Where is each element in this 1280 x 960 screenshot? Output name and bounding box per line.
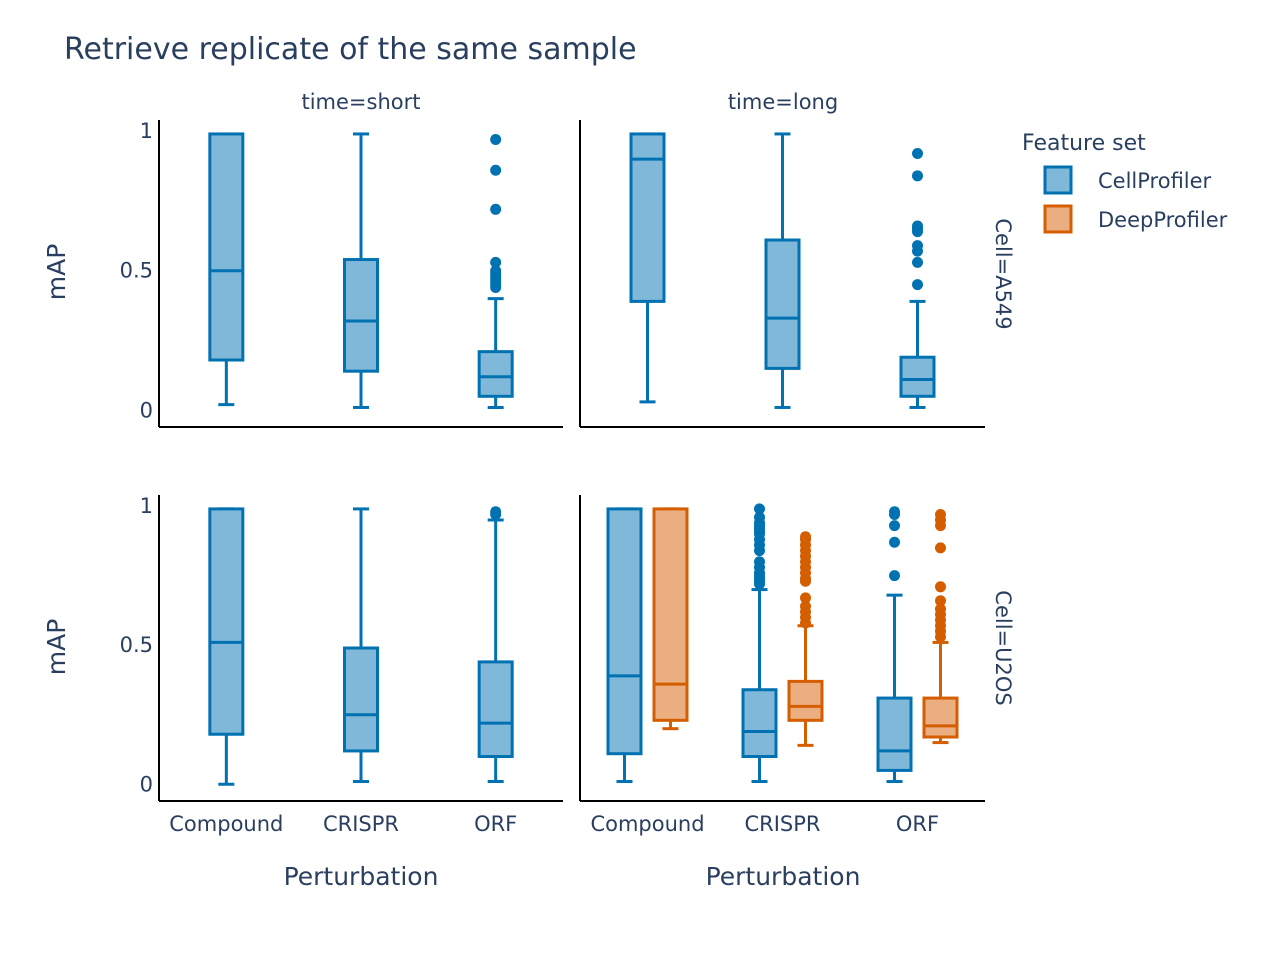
- facet-label-cell-u2os: Cell=U2OS: [991, 590, 1015, 705]
- box-cellprofiler: [876, 696, 913, 772]
- box-cellprofiler: [343, 646, 379, 753]
- chart-title: Retrieve replicate of the same sample: [64, 32, 637, 67]
- facet-label-cell-a549: Cell=A549: [991, 218, 1015, 329]
- y-tick-label: 1: [140, 494, 153, 518]
- outlier-point-cellprofiler: [889, 570, 900, 582]
- legend-swatch-cellprofiler: [1043, 165, 1073, 195]
- box-cellprofiler: [606, 507, 643, 756]
- box-deepprofiler: [652, 507, 689, 722]
- box-deepprofiler: [787, 679, 824, 722]
- box-cellprofiler: [741, 688, 778, 758]
- x-tick-label: Compound: [169, 812, 283, 836]
- box-cellprofiler: [899, 355, 936, 398]
- facet-label-time-long: time=long: [728, 90, 838, 114]
- legend-label-cellprofiler: CellProfiler: [1098, 169, 1212, 193]
- outlier-point-cellprofiler: [490, 256, 502, 268]
- box-cellprofiler: [629, 132, 666, 303]
- outlier-point-deepprofiler: [935, 581, 946, 593]
- outlier-point-cellprofiler: [754, 511, 765, 523]
- x-tick-label: ORF: [896, 812, 939, 836]
- y-tick-label: 1: [140, 119, 153, 143]
- legend-label-deepprofiler: DeepProfiler: [1098, 208, 1228, 232]
- y-axis-title-bottom: mAP: [42, 619, 71, 676]
- outlier-point-cellprofiler: [754, 556, 765, 568]
- box-cellprofiler: [477, 350, 514, 398]
- legend-title: Feature set: [1022, 131, 1146, 156]
- outlier-point-cellprofiler: [889, 520, 900, 532]
- y-tick-label: 0: [140, 772, 153, 796]
- x-tick-label: ORF: [474, 812, 517, 836]
- outlier-point-cellprofiler: [490, 134, 502, 146]
- box-cellprofiler: [208, 132, 245, 362]
- outlier-point-deepprofiler: [800, 531, 811, 543]
- outlier-point-cellprofiler: [912, 147, 923, 159]
- box-cellprofiler: [208, 507, 245, 736]
- outlier-point-deepprofiler: [800, 592, 811, 604]
- outlier-point-cellprofiler: [490, 506, 502, 518]
- legend-swatch-deepprofiler: [1043, 204, 1073, 234]
- box-cellprofiler: [343, 258, 379, 373]
- outlier-point-deepprofiler: [935, 595, 946, 607]
- y-axis-title-top: mAP: [42, 244, 71, 301]
- facet-label-time-short: time=short: [301, 90, 420, 114]
- outlier-point-cellprofiler: [490, 164, 502, 176]
- outlier-point-deepprofiler: [800, 600, 811, 612]
- legend: Feature set CellProfiler DeepProfiler: [1022, 131, 1228, 234]
- x-axis-title-left: Perturbation: [284, 862, 439, 891]
- x-axis-title-right: Perturbation: [706, 862, 861, 891]
- box-cellprofiler: [764, 238, 801, 370]
- y-tick-label: 0.5: [120, 259, 153, 283]
- y-tick-label: 0: [140, 398, 153, 422]
- outlier-point-cellprofiler: [912, 256, 923, 268]
- outlier-point-cellprofiler: [912, 279, 923, 291]
- outlier-point-cellprofiler: [889, 506, 900, 518]
- y-tick-label: 0.5: [120, 633, 153, 657]
- outlier-point-cellprofiler: [754, 503, 765, 515]
- x-tick-label: CRISPR: [323, 812, 399, 836]
- outlier-point-deepprofiler: [935, 542, 946, 554]
- outlier-point-cellprofiler: [912, 220, 923, 232]
- outlier-point-cellprofiler: [912, 240, 923, 252]
- outlier-point-cellprofiler: [889, 536, 900, 548]
- outlier-point-cellprofiler: [912, 170, 923, 182]
- x-tick-label: CRISPR: [744, 812, 820, 836]
- outlier-point-cellprofiler: [490, 203, 502, 215]
- box-deepprofiler: [922, 696, 959, 739]
- outlier-point-deepprofiler: [935, 508, 946, 520]
- box-cellprofiler: [477, 660, 514, 758]
- x-tick-label: Compound: [590, 812, 704, 836]
- outlier-point-deepprofiler: [935, 603, 946, 615]
- outlier-point-cellprofiler: [490, 265, 502, 277]
- plot-area: 0 0.5 1 0 0.5 1 Compound CRISPR ORF Compound CRISP…: [120, 119, 985, 836]
